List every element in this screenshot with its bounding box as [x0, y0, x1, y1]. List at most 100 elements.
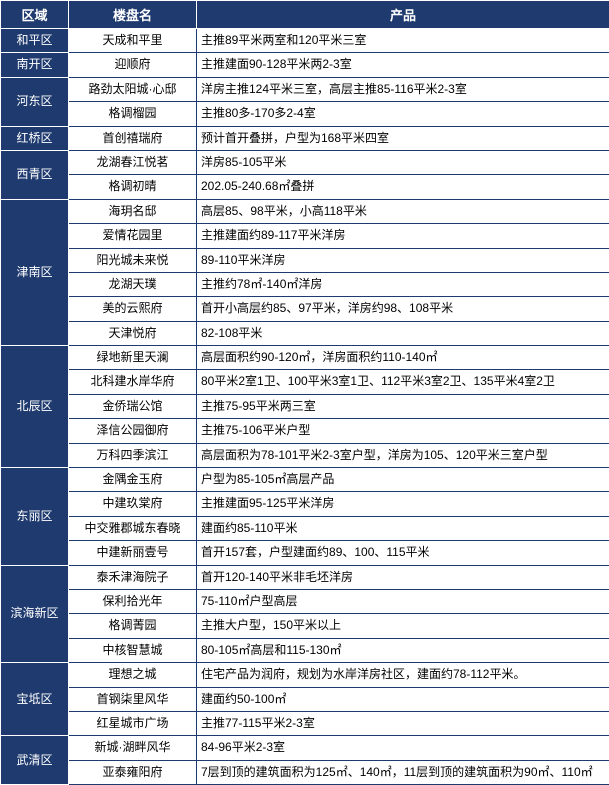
- product-cell: 主推建面90-128平米两2-3室: [197, 53, 609, 77]
- region-cell: 和平区: [1, 29, 69, 53]
- property-name-cell: 龙湖天璞: [69, 272, 197, 296]
- region-cell: 红桥区: [1, 126, 69, 150]
- property-name-cell: 中建新丽壹号: [69, 541, 197, 565]
- region-cell: 南开区: [1, 53, 69, 77]
- property-name-cell: 红星城市广场: [69, 711, 197, 735]
- property-name-cell: 首创禧瑞府: [69, 126, 197, 150]
- product-cell: 主推75-106平米户型: [197, 419, 609, 443]
- property-name-cell: 亚泰雍阳府: [69, 760, 197, 784]
- property-name-cell: 中交雅郡城东春晓: [69, 516, 197, 540]
- col-header-name: 楼盘名: [69, 1, 197, 29]
- product-cell: 202.05-240.68㎡叠拼: [197, 175, 609, 199]
- property-name-cell: 泰禾津海院子: [69, 565, 197, 589]
- product-cell: 80平米2室1卫、100平米3室1卫、112平米3室2卫、135平米4室2卫: [197, 370, 609, 394]
- col-header-region: 区域: [1, 1, 69, 29]
- product-cell: 户型为85-105㎡高层产品: [197, 468, 609, 492]
- product-cell: 主推75-95平米两三室: [197, 394, 609, 418]
- property-name-cell: 金隅金玉府: [69, 468, 197, 492]
- table-row: 龙湖天璞主推约78㎡-140㎡洋房: [1, 272, 609, 296]
- table-row: 北科建水岸华府80平米2室1卫、100平米3室1卫、112平米3室2卫、135平…: [1, 370, 609, 394]
- region-cell: 西青区: [1, 150, 69, 199]
- product-cell: 主推建面约89-117平米洋房: [197, 224, 609, 248]
- property-name-cell: 迎顺府: [69, 53, 197, 77]
- table-row: 红星城市广场主推77-115平米2-3室: [1, 711, 609, 735]
- product-cell: 首开小高层约85、97平米，洋房约98、108平米: [197, 297, 609, 321]
- region-cell: 津南区: [1, 199, 69, 345]
- region-cell: 北辰区: [1, 346, 69, 468]
- table-row: 东丽区金隅金玉府户型为85-105㎡高层产品: [1, 468, 609, 492]
- product-cell: 建面约50-100㎡: [197, 687, 609, 711]
- property-name-cell: 路劲太阳城·心邸: [69, 77, 197, 101]
- product-cell: 7层到顶的建筑面积为125㎡、140㎡，11层到顶的建筑面积为90㎡、110㎡: [197, 760, 609, 784]
- table-row: 金侨瑞公馆主推75-95平米两三室: [1, 394, 609, 418]
- property-name-cell: 北科建水岸华府: [69, 370, 197, 394]
- product-cell: 洋房85-105平米: [197, 150, 609, 174]
- region-cell: 宝坻区: [1, 663, 69, 736]
- table-row: 格调榴园主推80多-170多2-4室: [1, 102, 609, 126]
- property-name-cell: 美的云熙府: [69, 297, 197, 321]
- product-cell: 主推约78㎡-140㎡洋房: [197, 272, 609, 296]
- property-name-cell: 海玥名邸: [69, 199, 197, 223]
- product-cell: 80-105㎡高层和115-130㎡: [197, 638, 609, 662]
- region-cell: 河东区: [1, 77, 69, 126]
- table-row: 中交雅郡城东春晓建面约85-110平米: [1, 516, 609, 540]
- product-cell: 主推80多-170多2-4室: [197, 102, 609, 126]
- product-cell: 高层面积约90-120㎡，洋房面积约110-140㎡: [197, 346, 609, 370]
- product-cell: 高层85、98平米，小高118平米: [197, 199, 609, 223]
- table-row: 河东区路劲太阳城·心邸洋房主推124平米三室，高层主推85-116平米2-3室: [1, 77, 609, 101]
- table-row: 津南区海玥名邸高层85、98平米，小高118平米: [1, 199, 609, 223]
- property-name-cell: 泽信公园御府: [69, 419, 197, 443]
- property-name-cell: 保利拾光年: [69, 589, 197, 613]
- property-name-cell: 理想之城: [69, 663, 197, 687]
- col-header-product: 产品: [197, 1, 609, 29]
- product-cell: 89-110平米洋房: [197, 248, 609, 272]
- property-name-cell: 天成和平里: [69, 29, 197, 53]
- product-cell: 84-96平米2-3室: [197, 736, 609, 760]
- table-row: 北辰区绿地新里天澜高层面积约90-120㎡，洋房面积约110-140㎡: [1, 346, 609, 370]
- property-name-cell: 首钢柒里风华: [69, 687, 197, 711]
- header-row: 区域 楼盘名 产品: [1, 1, 609, 29]
- table-row: 首钢柒里风华建面约50-100㎡: [1, 687, 609, 711]
- property-name-cell: 格调初晴: [69, 175, 197, 199]
- table-row: 中核智慧城80-105㎡高层和115-130㎡: [1, 638, 609, 662]
- product-cell: 首开157套，户型建面约89、100、115平米: [197, 541, 609, 565]
- table-row: 阳光城未来悦89-110平米洋房: [1, 248, 609, 272]
- property-name-cell: 格调榴园: [69, 102, 197, 126]
- product-cell: 主推大户型，150平米以上: [197, 614, 609, 638]
- property-table: 区域 楼盘名 产品 和平区天成和平里主推89平米两室和120平米三室南开区迎顺府…: [0, 0, 609, 785]
- product-cell: 主推89平米两室和120平米三室: [197, 29, 609, 53]
- property-name-cell: 龙湖春江悦茗: [69, 150, 197, 174]
- region-cell: 滨海新区: [1, 565, 69, 663]
- product-cell: 主推77-115平米2-3室: [197, 711, 609, 735]
- product-cell: 预计首开叠拼，户型为168平米四室: [197, 126, 609, 150]
- table-row: 格调菁园主推大户型，150平米以上: [1, 614, 609, 638]
- product-cell: 主推建面95-125平米洋房: [197, 492, 609, 516]
- property-name-cell: 格调菁园: [69, 614, 197, 638]
- table-row: 红桥区首创禧瑞府预计首开叠拼，户型为168平米四室: [1, 126, 609, 150]
- property-name-cell: 新城·湖畔风华: [69, 736, 197, 760]
- table-row: 万科四季滨江高层面积为78-101平米2-3室户型，洋房为105、120平米三室…: [1, 443, 609, 467]
- product-cell: 洋房主推124平米三室，高层主推85-116平米2-3室: [197, 77, 609, 101]
- product-cell: 住宅产品为润府，规划为水岸洋房社区，建面约78-112平米。: [197, 663, 609, 687]
- property-name-cell: 爱情花园里: [69, 224, 197, 248]
- region-cell: 武清区: [1, 736, 69, 785]
- table-row: 滨海新区泰禾津海院子首开120-140平米非毛坯洋房: [1, 565, 609, 589]
- product-cell: 82-108平米: [197, 321, 609, 345]
- region-cell: 东丽区: [1, 468, 69, 566]
- product-cell: 75-110㎡户型高层: [197, 589, 609, 613]
- table-row: 西青区龙湖春江悦茗洋房85-105平米: [1, 150, 609, 174]
- table-row: 中建玖棠府主推建面95-125平米洋房: [1, 492, 609, 516]
- table-row: 天津悦府82-108平米: [1, 321, 609, 345]
- table-row: 爱情花园里主推建面约89-117平米洋房: [1, 224, 609, 248]
- property-name-cell: 绿地新里天澜: [69, 346, 197, 370]
- table-row: 南开区迎顺府主推建面90-128平米两2-3室: [1, 53, 609, 77]
- table-row: 保利拾光年75-110㎡户型高层: [1, 589, 609, 613]
- table-row: 宝坻区理想之城住宅产品为润府，规划为水岸洋房社区，建面约78-112平米。: [1, 663, 609, 687]
- table-row: 泽信公园御府主推75-106平米户型: [1, 419, 609, 443]
- property-name-cell: 阳光城未来悦: [69, 248, 197, 272]
- property-name-cell: 天津悦府: [69, 321, 197, 345]
- table-row: 格调初晴202.05-240.68㎡叠拼: [1, 175, 609, 199]
- product-cell: 建面约85-110平米: [197, 516, 609, 540]
- table-row: 和平区天成和平里主推89平米两室和120平米三室: [1, 29, 609, 53]
- property-name-cell: 中建玖棠府: [69, 492, 197, 516]
